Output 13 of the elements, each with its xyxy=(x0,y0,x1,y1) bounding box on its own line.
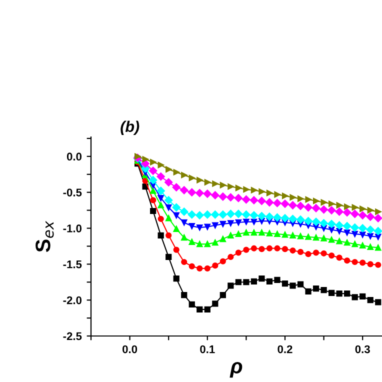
text: (b) xyxy=(120,120,140,136)
x-tick-label: 0.3 xyxy=(355,345,370,354)
y-tick-label: -2.0 xyxy=(63,296,82,304)
x-axis-title: ρ xyxy=(230,362,242,378)
y-axis-title: S$_{ex}$ xyxy=(36,220,54,252)
y-tick-label: 0.0 xyxy=(66,152,82,161)
y-tick-label: -0.5 xyxy=(63,188,82,196)
x-tick-label: 0.2 xyxy=(278,345,292,354)
y-tick-label: -1.0 xyxy=(63,224,82,232)
y-tick-label: -2.5 xyxy=(63,332,82,340)
y-tick-label: -1.5 xyxy=(63,260,82,268)
x-tick-label: 0.1 xyxy=(200,345,215,354)
x-tick-label: 0.0 xyxy=(122,345,138,354)
